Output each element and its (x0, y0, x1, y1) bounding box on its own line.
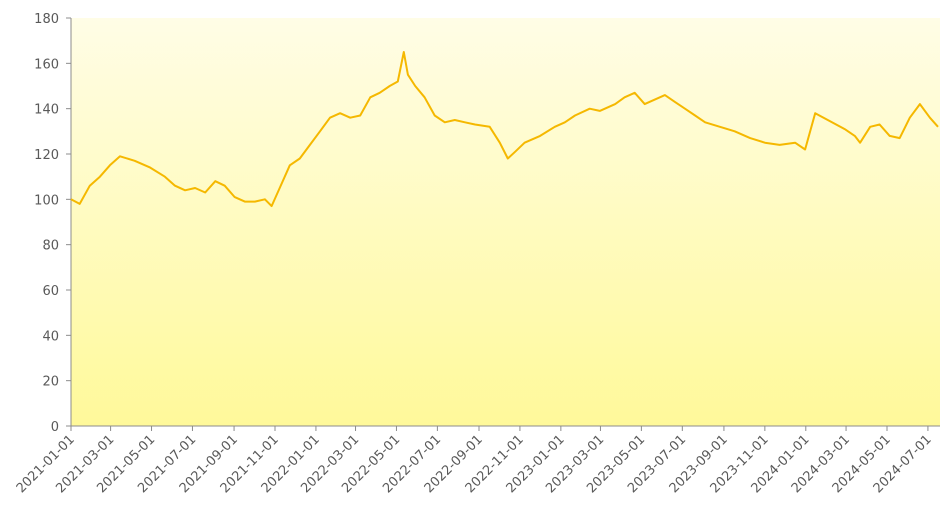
y-tick-label: 60 (42, 284, 59, 299)
y-tick-label: 0 (51, 420, 59, 435)
y-tick-label: 120 (34, 148, 59, 163)
data-line (70, 51, 939, 208)
y-tick-label: 100 (34, 193, 59, 208)
y-tick-label: 140 (34, 103, 59, 118)
y-tick-label: 40 (42, 329, 59, 344)
y-tick-label: 20 (42, 375, 59, 390)
y-tick-label: 80 (42, 239, 59, 254)
y-tick-label: 160 (34, 57, 59, 72)
y-tick-label: 180 (34, 12, 59, 27)
plot-area (71, 18, 940, 426)
